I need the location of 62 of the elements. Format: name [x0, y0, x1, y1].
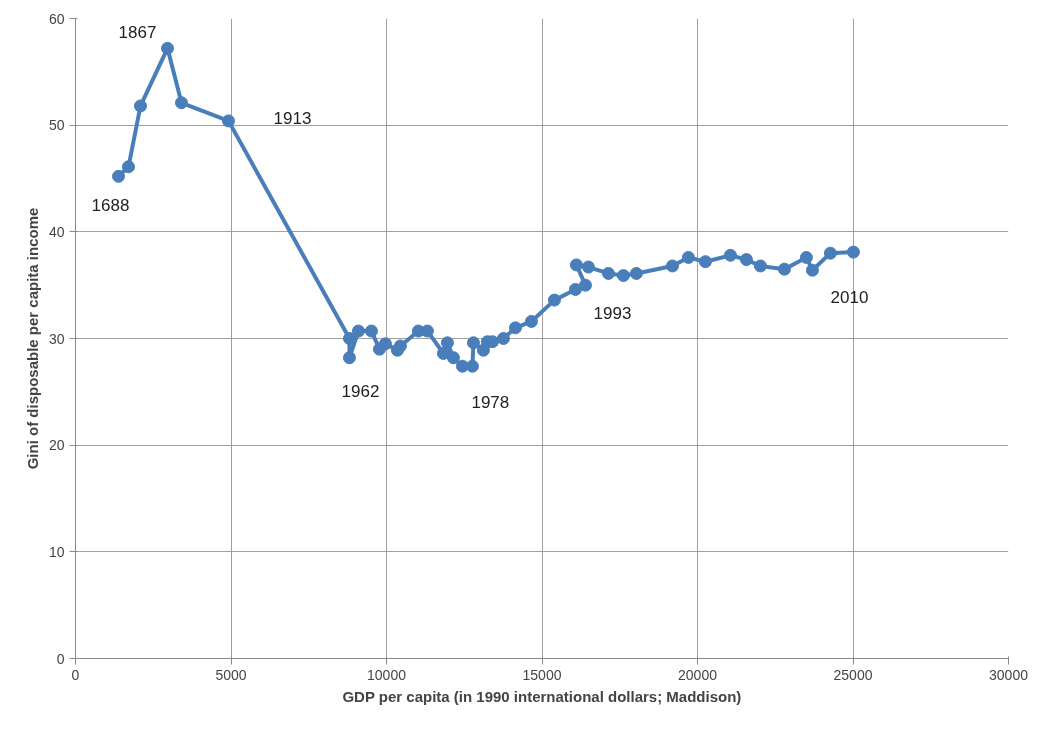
y-tick-label: 10	[48, 543, 65, 560]
point	[569, 258, 583, 272]
point	[681, 250, 695, 264]
point	[739, 253, 753, 267]
x-tick-label: 20000	[678, 666, 718, 683]
point	[174, 96, 188, 110]
point	[568, 282, 582, 296]
x-tick-label: 25000	[833, 666, 873, 683]
x-axis-title: GDP per capita (in 1990 international dollars; Maddison)	[342, 687, 742, 705]
point	[342, 332, 356, 345]
x-tick-label: 10000	[367, 666, 407, 683]
point	[547, 293, 561, 307]
y-tick-label: 0	[56, 650, 65, 667]
point	[753, 259, 767, 273]
annotation: 1688	[91, 196, 130, 216]
point	[440, 336, 454, 350]
point	[846, 245, 860, 259]
y-tick-label: 50	[48, 117, 65, 134]
y-tick-label: 40	[48, 223, 65, 240]
point	[436, 346, 450, 360]
point	[665, 259, 679, 273]
point	[629, 266, 643, 280]
point	[446, 351, 460, 365]
point	[466, 336, 480, 350]
x-tick-label: 15000	[522, 666, 562, 683]
point	[601, 266, 615, 280]
point	[524, 314, 538, 328]
x-tick-label: 30000	[989, 666, 1029, 683]
annotation: 1962	[341, 381, 380, 401]
annotation: 1978	[471, 393, 510, 413]
point	[496, 332, 510, 345]
annotation: 1993	[593, 304, 632, 324]
point	[351, 324, 365, 338]
annotation: 1867	[118, 23, 157, 43]
point	[698, 255, 712, 269]
point	[112, 169, 126, 183]
point	[221, 114, 235, 128]
point	[393, 339, 407, 353]
point	[160, 41, 174, 55]
point	[581, 260, 595, 274]
y-axis-title: Gini of disposable per capita income	[23, 207, 41, 470]
point	[342, 351, 356, 365]
point	[799, 250, 813, 264]
annotation: 2010	[830, 287, 869, 307]
x-tick-label: 5000	[215, 666, 247, 683]
y-tick-label: 20	[48, 437, 65, 454]
point	[364, 324, 378, 338]
point	[723, 248, 737, 262]
point	[777, 262, 791, 276]
point	[134, 99, 147, 113]
point	[465, 359, 479, 373]
point	[378, 337, 392, 351]
point	[578, 278, 592, 292]
point	[508, 321, 522, 335]
point	[823, 246, 837, 260]
annotation: 1913	[273, 108, 312, 128]
point	[805, 263, 819, 277]
point	[121, 160, 135, 174]
x-tick-label: 0	[71, 666, 80, 683]
point	[616, 269, 630, 283]
y-tick-label: 30	[48, 330, 65, 347]
y-tick-label: 60	[48, 10, 65, 27]
